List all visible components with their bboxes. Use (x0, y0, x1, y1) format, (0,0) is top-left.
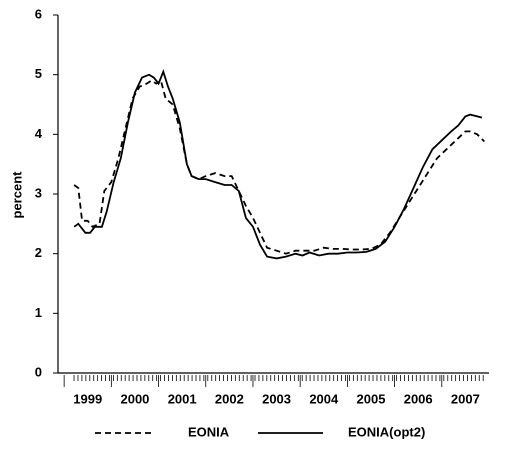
x-tick-label: 2007 (451, 391, 480, 406)
y-tick-label: 3 (35, 185, 42, 200)
y-tick-label: 2 (35, 245, 42, 260)
y-axis-label: percent (9, 171, 24, 219)
x-tick-label: 2001 (168, 391, 197, 406)
y-tick-label: 6 (35, 6, 42, 21)
x-tick-label: 2002 (215, 391, 244, 406)
y-tick-label: 0 (35, 364, 42, 379)
y-tick-label: 5 (35, 66, 42, 81)
series-line (73, 69, 483, 260)
x-tick-label: 2000 (120, 391, 149, 406)
y-tick-label: 1 (35, 305, 42, 320)
series-line (73, 79, 485, 255)
x-tick-label: 2006 (404, 391, 433, 406)
x-tick-label: 2004 (309, 391, 339, 406)
legend-label: EONIA(opt2) (348, 424, 425, 439)
legend-label: EONIA (188, 424, 230, 439)
x-tick-label: 1999 (73, 391, 102, 406)
x-tick-label: 2005 (357, 391, 386, 406)
x-tick-label: 2003 (262, 391, 291, 406)
y-tick-label: 4 (35, 126, 43, 141)
